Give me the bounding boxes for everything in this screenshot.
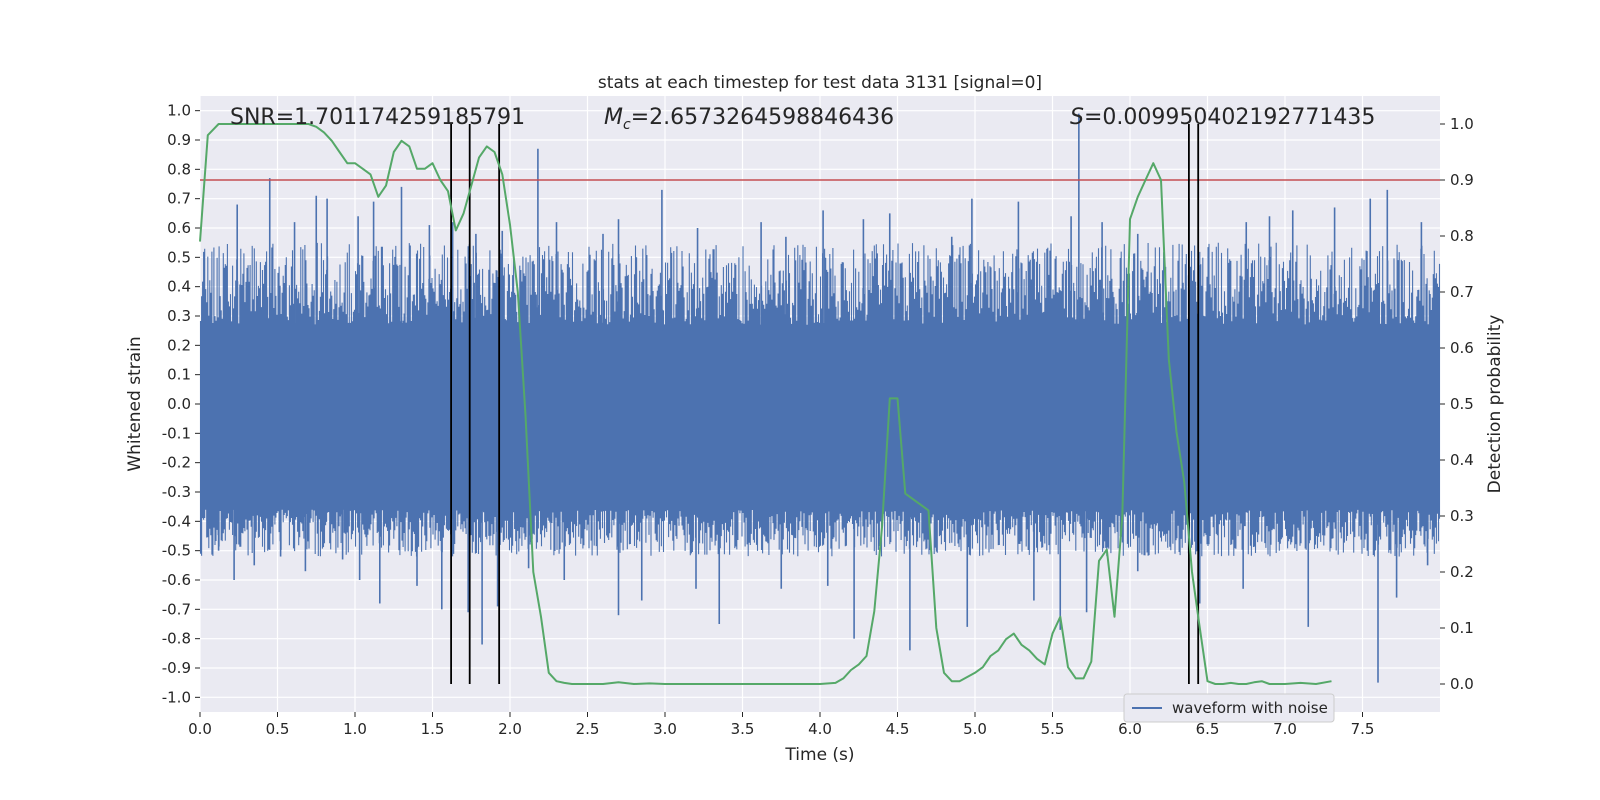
detection-probability-series [199,123,1332,685]
y-axis-ticks: -1.0 -0.9 -0.8 -0.7 -0.6 -0.5 -0.4 -0.3 -0.2 -0.1… [162,102,200,706]
y2-tick-label: 0.0 [1450,675,1474,693]
y2-axis-label: Detection probability [1485,315,1505,494]
x-tick-label: 3.5 [731,720,755,738]
y-tick-label: 0.6 [167,219,191,237]
y-tick-label: -0.6 [162,571,191,589]
y-tick-label: 0.5 [167,248,191,266]
x-tick-label: 5.5 [1041,720,1065,738]
x-tick-label: 6.0 [1118,720,1142,738]
y-tick-label: 0.9 [167,131,191,149]
y-tick-label: -0.1 [162,424,191,442]
y2-tick-label: 0.7 [1450,283,1474,301]
y-tick-label: 0.3 [167,307,191,325]
y-tick-label: 0.1 [167,366,191,384]
x-tick-label: 2.5 [576,720,600,738]
x-axis-ticks: 0.0 0.5 1.0 1.5 2.0 2.5 3.0 3.5 4.0 4.5 5.0 5.5 6.0 6… [188,712,1374,738]
y2-tick-label: 1.0 [1450,115,1474,133]
x-tick-label: 6.5 [1196,720,1220,738]
y-tick-label: -0.3 [162,483,191,501]
s-annotation: S=0.009950402192771435 [1070,105,1375,130]
y-tick-label: -0.8 [162,630,191,648]
y-tick-label: 0.4 [167,278,191,296]
s-symbol: S [1070,105,1084,130]
x-tick-label: 5.0 [963,720,987,738]
x-tick-label: 7.0 [1273,720,1297,738]
detection-probability-line [199,123,1332,685]
y-tick-label: -0.5 [162,542,191,560]
y-tick-label: -1.0 [162,688,191,706]
s-value: =0.009950402192771435 [1084,105,1375,130]
y2-tick-label: 0.5 [1450,395,1474,413]
x-tick-label: 2.0 [498,720,522,738]
legend-label: waveform with noise [1172,699,1328,717]
mc-value: =2.6573264598846436 [631,105,894,130]
waveform-trace [199,242,1441,557]
chart-title: stats at each timestep for test data 313… [598,73,1042,93]
y-tick-label: 0.7 [167,190,191,208]
x-axis-label: Time (s) [784,745,854,765]
x-tick-label: 1.0 [343,720,367,738]
y-tick-label: 0.2 [167,336,191,354]
y2-tick-label: 0.8 [1450,227,1474,245]
legend-box [1123,693,1335,723]
y-tick-label: 0.8 [167,160,191,178]
x-tick-label: 1.5 [421,720,445,738]
mc-subscript: c [623,117,631,133]
x-tick-label: 4.0 [808,720,832,738]
y2-tick-label: 0.1 [1450,619,1474,637]
y-tick-label: -0.4 [162,512,191,530]
y-tick-label: 1.0 [167,102,191,120]
y2-axis-ticks: 0.0 0.1 0.2 0.3 0.4 0.5 0.6 0.7 0.8 0.9 1.0 [1440,115,1474,693]
y2-tick-label: 0.3 [1450,507,1474,525]
chirp-mass-annotation: Mc=2.6573264598846436 [604,105,894,133]
y2-tick-label: 0.9 [1450,171,1474,189]
y-tick-label: -0.7 [162,600,191,618]
y-tick-label: -0.2 [162,454,191,472]
legend: waveform with noise [1123,693,1335,723]
snr-annotation: SNR=1.701174259185791 [230,105,525,130]
y2-tick-label: 0.2 [1450,563,1474,581]
x-tick-label: 0.0 [188,720,212,738]
x-tick-label: 7.5 [1351,720,1375,738]
y-axis-label: Whitened strain [125,336,145,471]
y2-tick-label: 0.6 [1450,339,1474,357]
mc-symbol: M [604,105,623,130]
y-tick-label: 0.0 [167,395,191,413]
y2-tick-label: 0.4 [1450,451,1474,469]
vertical-markers [450,124,1200,684]
x-tick-label: 4.5 [886,720,910,738]
y-tick-label: -0.9 [162,659,191,677]
x-tick-label: 3.0 [653,720,677,738]
x-tick-label: 0.5 [266,720,290,738]
waveform-series [199,113,1441,683]
